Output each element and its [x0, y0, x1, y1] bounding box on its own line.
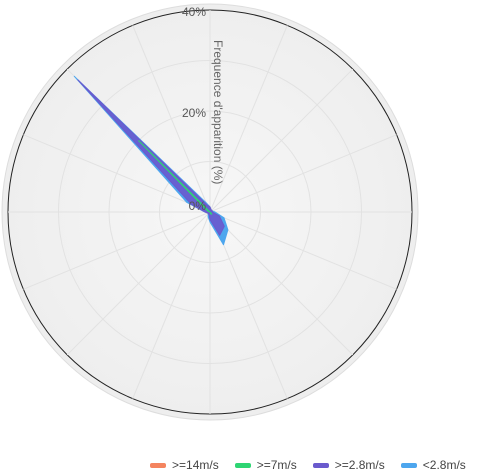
legend-swatch: [234, 462, 251, 468]
legend-item[interactable]: <2.8m/s: [400, 458, 466, 472]
legend-label: >=2.8m/s: [334, 458, 385, 472]
radial-tick-label: 40%: [182, 5, 206, 19]
radial-tick-label: 20%: [182, 106, 206, 120]
legend: >=14m/s >=7m/s >=2.8m/s <2.8m/s: [150, 456, 500, 474]
legend-item[interactable]: >=7m/s: [234, 458, 297, 472]
legend-swatch: [400, 462, 417, 468]
grid-ring: [159, 161, 261, 263]
legend-swatch: [312, 462, 329, 468]
series-layer: [73, 75, 229, 246]
polar-grid: [8, 10, 412, 414]
radial-axis-title: Frequence d'apparition (%): [211, 40, 225, 184]
legend-item[interactable]: >=14m/s: [150, 458, 219, 472]
grid-ring: [58, 60, 362, 364]
radial-ticks: 0% 20% 40%: [182, 5, 206, 213]
legend-label: <2.8m/s: [422, 458, 466, 472]
grid-ring: [108, 110, 312, 314]
legend-swatch: [150, 462, 166, 468]
legend-label: >=14m/s: [172, 458, 219, 472]
legend-label: >=7m/s: [256, 458, 297, 472]
series-area-1: [77, 79, 225, 236]
legend-item[interactable]: >=2.8m/s: [312, 458, 385, 472]
series-area-2: [138, 140, 213, 215]
radial-tick-label: 0%: [189, 199, 207, 213]
